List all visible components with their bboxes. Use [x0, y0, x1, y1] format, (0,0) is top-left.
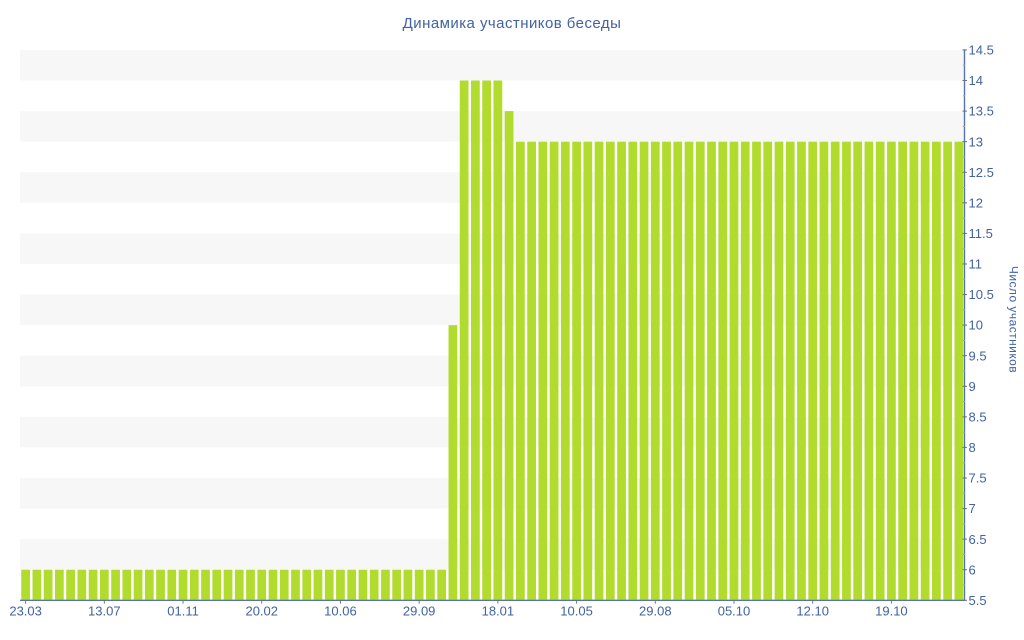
svg-text:10.5: 10.5	[969, 287, 994, 302]
svg-text:29.09: 29.09	[403, 603, 436, 618]
svg-text:13.07: 13.07	[88, 603, 121, 618]
svg-text:12: 12	[969, 195, 983, 210]
svg-text:9: 9	[969, 379, 976, 394]
svg-text:01.11: 01.11	[167, 603, 199, 618]
svg-text:12.5: 12.5	[969, 165, 994, 180]
svg-text:10.05: 10.05	[560, 603, 593, 618]
svg-text:Число участников: Число участников	[1007, 266, 1021, 373]
svg-text:9.5: 9.5	[969, 348, 987, 363]
svg-text:19.10: 19.10	[875, 603, 908, 618]
svg-text:29.08: 29.08	[639, 603, 672, 618]
svg-text:18.01: 18.01	[482, 603, 515, 618]
svg-text:05.10: 05.10	[718, 603, 751, 618]
svg-text:12.10: 12.10	[796, 603, 829, 618]
svg-text:7: 7	[969, 501, 976, 516]
svg-text:10.06: 10.06	[324, 603, 357, 618]
svg-text:6.5: 6.5	[969, 532, 987, 547]
svg-text:8.5: 8.5	[969, 409, 987, 424]
svg-text:5.5: 5.5	[969, 593, 987, 608]
svg-text:8: 8	[969, 440, 976, 455]
svg-text:13: 13	[969, 134, 983, 149]
svg-text:14: 14	[969, 73, 983, 88]
svg-text:20.02: 20.02	[245, 603, 278, 618]
svg-text:11: 11	[969, 257, 983, 272]
svg-text:14.5: 14.5	[969, 43, 994, 58]
svg-text:6: 6	[969, 562, 976, 577]
svg-text:23.03: 23.03	[9, 603, 42, 618]
svg-text:13.5: 13.5	[969, 104, 994, 119]
svg-text:10: 10	[969, 318, 983, 333]
svg-text:Динамика участников беседы: Динамика участников беседы	[403, 15, 622, 32]
svg-text:7.5: 7.5	[969, 471, 987, 486]
svg-text:11.5: 11.5	[969, 226, 993, 241]
